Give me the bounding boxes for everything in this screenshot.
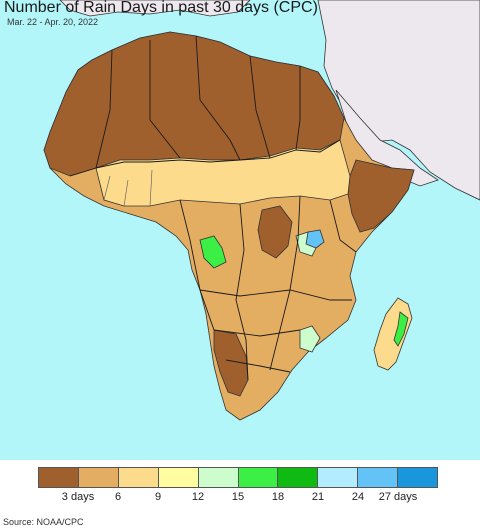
legend-label-2: 6: [114, 491, 122, 503]
legend-swatch-2: [78, 468, 119, 487]
map-title: Number of Rain Days in past 30 days (CPC…: [4, 0, 318, 16]
legend-label-3: 9: [154, 491, 162, 503]
legend-label-7: 21: [311, 491, 325, 503]
legend-label-5: 15: [231, 491, 245, 503]
dry-namibia-region: [213, 329, 249, 397]
madagascar-wet-area: [393, 311, 409, 347]
legend-swatch-9: [358, 468, 399, 487]
rain-days-map: [0, 0, 480, 460]
moderate-central-africa: [95, 139, 351, 207]
legend-label-4: 12: [191, 491, 205, 503]
legend-swatch-10: [398, 468, 438, 487]
legend-swatch-6: [238, 468, 279, 487]
legend-label-1: 3 days: [61, 491, 95, 503]
legend-label-6: 18: [271, 491, 285, 503]
legend-swatch-4: [158, 468, 199, 487]
date-range: Mar. 22 - Apr. 20, 2022: [7, 17, 99, 27]
legend-labels: 3 days 6 9 12 15 18 21 24 27 days: [0, 490, 480, 506]
legend: 3 days 6 9 12 15 18 21 24 27 days: [0, 460, 480, 516]
legend-label-8: 24: [351, 491, 365, 503]
legend-swatch-3: [118, 468, 159, 487]
source-credit: Source: NOAA/CPC: [3, 517, 84, 527]
legend-color-bar: [38, 467, 438, 488]
africa-map-svg: [0, 0, 480, 460]
legend-label-9: 27 days: [378, 491, 418, 503]
legend-swatch-1: [39, 468, 79, 487]
europe-land: [59, 0, 251, 17]
lake-victoria: [305, 229, 325, 249]
legend-swatch-8: [318, 468, 359, 487]
country-borders: [69, 35, 357, 381]
dry-congo-patch: [257, 205, 293, 259]
map-header: Number of Rain Days in past 30 days (CPC…: [0, 0, 480, 27]
legend-swatch-7: [278, 468, 319, 487]
wet-southeast-region: [299, 325, 321, 353]
wet-congo-basin: [199, 235, 227, 269]
legend-swatch-5: [198, 468, 239, 487]
